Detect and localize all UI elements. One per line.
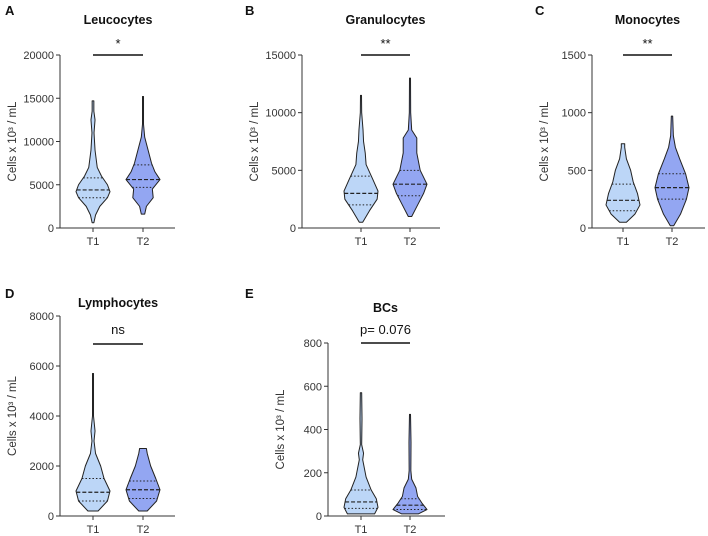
chart-title: Granulocytes [346, 13, 426, 27]
y-tick-label: 4000 [30, 411, 54, 423]
y-tick-label: 8000 [30, 311, 54, 323]
significance-label: ** [642, 36, 652, 51]
y-axis-label: Cells x 10³ / mL [275, 389, 287, 469]
y-axis-label: Cells x 10³ / mL [7, 101, 19, 181]
y-tick-label: 15000 [265, 50, 296, 62]
y-axis-label: Cells x 10³ / mL [539, 101, 551, 181]
violin-t2 [125, 448, 161, 512]
x-tick-label: T1 [87, 236, 100, 248]
y-tick-label: 6000 [30, 361, 54, 373]
panel-letter: E [245, 286, 254, 301]
chart-title: Leucocytes [84, 13, 153, 27]
y-tick-label: 1000 [562, 108, 586, 120]
violin-t2 [392, 77, 428, 217]
y-tick-label: 2000 [30, 461, 54, 473]
panel-letter: C [535, 3, 545, 18]
y-tick-label: 500 [568, 165, 586, 177]
y-tick-label: 400 [304, 425, 322, 437]
chart-title: BCs [373, 301, 398, 315]
x-tick-label: T1 [617, 236, 630, 248]
y-tick-label: 0 [48, 223, 54, 235]
x-tick-label: T2 [137, 236, 150, 248]
x-tick-label: T2 [404, 236, 417, 248]
panel-letter: B [245, 3, 254, 18]
chart-title: Monocytes [615, 13, 680, 27]
y-tick-label: 600 [304, 381, 322, 393]
y-tick-label: 0 [580, 223, 586, 235]
significance-label: ns [111, 322, 125, 337]
panel-letter: A [5, 3, 15, 18]
violin-t1 [343, 392, 379, 515]
panel-b: B Granulocytes ** 0 5000 10000 15000 Cells x 10… [245, 3, 440, 248]
x-tick-label: T2 [404, 524, 417, 536]
violin-t1 [343, 94, 379, 223]
violin-t2 [392, 413, 428, 515]
y-tick-label: 200 [304, 468, 322, 480]
panel-a: A Leucocytes * 0 5000 10000 15000 20000 Cells x … [5, 3, 175, 248]
panel-e: E BCs p= 0.076 0 200 400 600 800 Cells x 10³ / m… [245, 286, 445, 536]
significance-label: p= 0.076 [360, 322, 411, 337]
x-tick-label: T2 [666, 236, 679, 248]
y-tick-label: 20000 [23, 50, 54, 62]
violin-t2 [125, 96, 161, 215]
violin-t1 [605, 143, 641, 223]
x-tick-label: T1 [87, 524, 100, 536]
violin-t1 [75, 100, 111, 224]
y-tick-label: 5000 [30, 180, 54, 192]
y-tick-label: 0 [290, 223, 296, 235]
panel-letter: D [5, 286, 14, 301]
significance-label: * [115, 36, 120, 51]
y-tick-label: 10000 [265, 108, 296, 120]
y-tick-label: 0 [316, 511, 322, 523]
y-tick-label: 15000 [23, 93, 54, 105]
y-axis-label: Cells x 10³ / mL [7, 375, 19, 455]
y-tick-label: 800 [304, 338, 322, 350]
x-tick-label: T1 [355, 524, 368, 536]
violin-t2 [654, 115, 690, 227]
chart-title: Lymphocytes [78, 296, 158, 310]
x-tick-label: T1 [355, 236, 368, 248]
y-axis-label: Cells x 10³ / mL [249, 101, 261, 181]
y-tick-label: 1500 [562, 50, 586, 62]
violin-t1 [75, 373, 111, 512]
y-tick-label: 0 [48, 511, 54, 523]
significance-label: ** [380, 36, 390, 51]
y-tick-label: 5000 [272, 165, 296, 177]
panel-c: C Monocytes ** 0 500 1000 1500 Cells x 10³ / mL… [535, 3, 705, 248]
panel-d: D Lymphocytes ns 0 2000 4000 6000 8000 Cells x 1… [5, 286, 175, 536]
x-tick-label: T2 [137, 524, 150, 536]
y-tick-label: 10000 [23, 137, 54, 149]
